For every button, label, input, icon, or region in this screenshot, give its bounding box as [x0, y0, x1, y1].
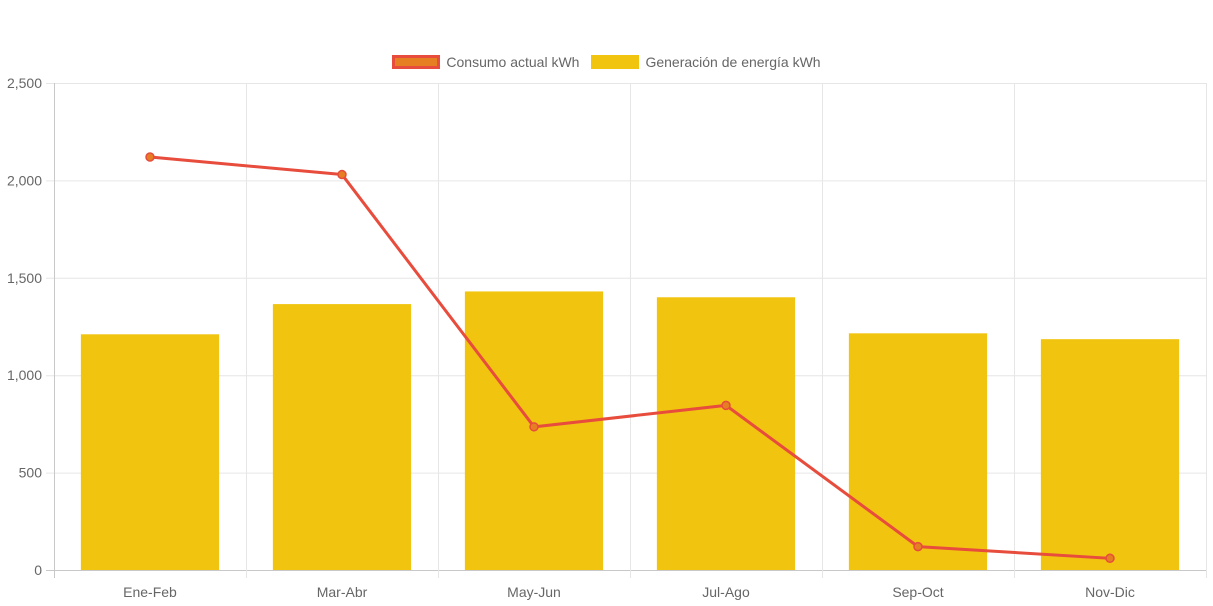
line-consumo: [149, 155, 1111, 560]
legend-label-consumo: Consumo actual kWh: [446, 54, 580, 70]
bar-generacion: [1040, 339, 1180, 570]
chart-legend: Consumo actual kWh Generación de energía…: [0, 52, 1213, 72]
bar-generacion: [80, 334, 220, 570]
y-tick-label: 0: [34, 562, 42, 578]
point-consumo: [529, 422, 539, 432]
y-tick-label: 2,000: [7, 172, 42, 188]
legend-swatch-generacion: [591, 55, 640, 69]
point-consumo: [337, 169, 347, 180]
legend-item-consumo[interactable]: Consumo actual kWh: [392, 54, 579, 70]
x-tick-label: Nov-Dic: [1085, 584, 1135, 600]
x-tick-label: May-Jun: [507, 584, 561, 600]
y-tick-label: 500: [19, 465, 43, 481]
x-tick-label: Jul-Ago: [702, 584, 750, 600]
x-tick-label: Ene-Feb: [123, 584, 177, 600]
bar-generacion: [656, 297, 796, 570]
y-tick-label: 2,500: [7, 75, 42, 91]
legend-label-generacion: Generación de energía kWh: [645, 54, 821, 70]
bar-generacion: [272, 304, 412, 570]
point-consumo: [721, 400, 731, 411]
point-consumo: [145, 152, 155, 162]
point-consumo: [913, 541, 923, 552]
y-tick-label: 1,500: [7, 270, 42, 286]
point-consumo: [1105, 553, 1115, 564]
bar-generacion: [848, 333, 988, 570]
x-tick-label: Sep-Oct: [892, 584, 943, 600]
legend-swatch-consumo: [392, 55, 441, 69]
legend-item-generacion[interactable]: Generación de energía kWh: [591, 54, 821, 70]
x-tick-label: Mar-Abr: [317, 584, 368, 600]
y-tick-label: 1,000: [7, 367, 42, 383]
